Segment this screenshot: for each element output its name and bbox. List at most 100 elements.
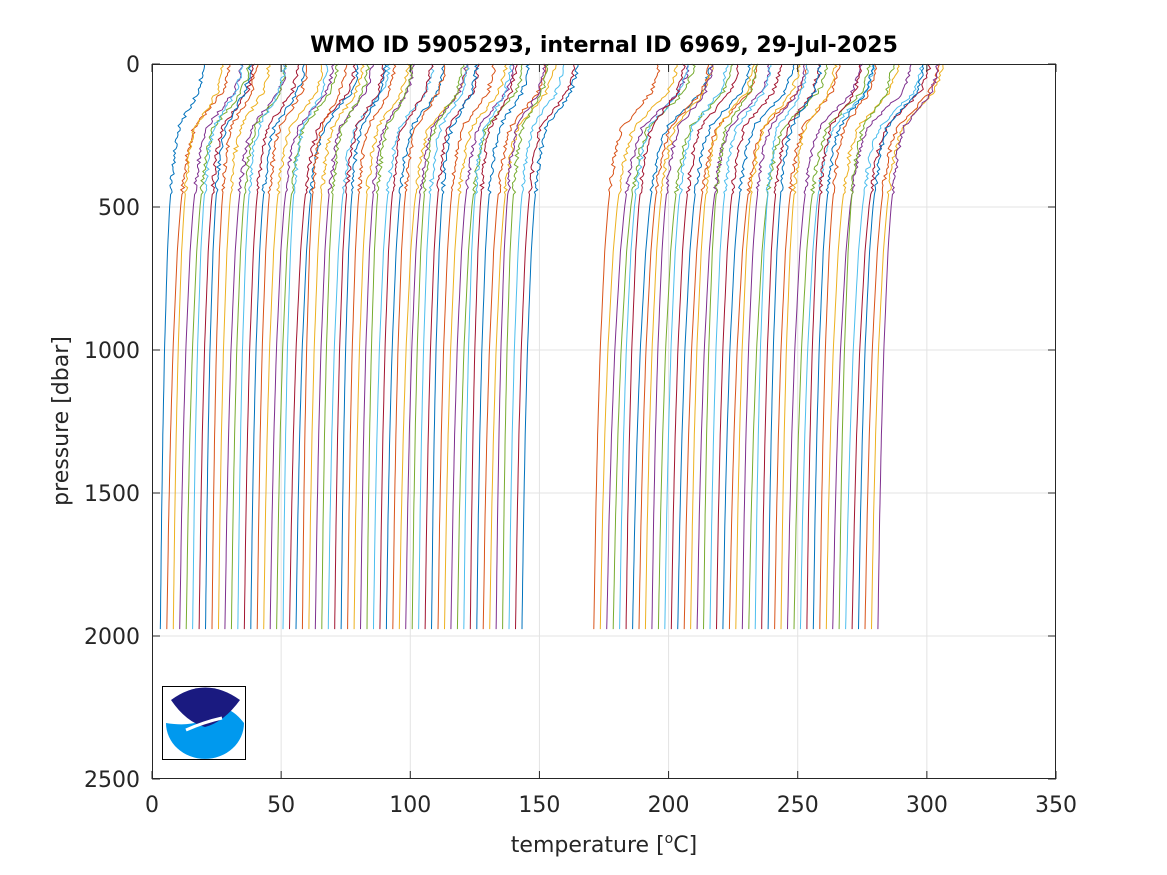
profile-line-2-13 [670,63,739,630]
profile-line-1-44 [437,63,496,630]
profile-line-2-29 [774,63,841,630]
profile-line-1-18 [269,63,336,630]
x-tick-label: 300 [906,793,948,818]
profile-line-2-20 [716,63,783,630]
profile-line-2-11 [657,63,734,630]
profile-line-1-35 [379,63,434,630]
profile-line-1-54 [502,63,550,630]
profile-line-2-37 [825,63,900,630]
profile-line-1-19 [276,63,339,630]
profile-line-2-15 [683,63,759,630]
profile-line-1-30 [347,63,397,630]
noaa-wave-icon [166,708,244,759]
profile-line-2-35 [812,63,875,630]
profile-line-2-30 [780,63,838,630]
profile-line-1-49 [469,63,518,630]
profile-line-2-17 [696,63,771,630]
profile-line-2-23 [735,63,801,630]
profile-line-1-13 [237,63,287,630]
profile-line-1-50 [476,63,531,630]
profile-line-1-36 [385,63,446,630]
profile-line-1-23 [301,63,348,630]
profile-line-2-12 [664,63,729,630]
profile-line-1-28 [334,63,385,630]
profile-line-1-5 [185,63,251,630]
profile-line-1-55 [508,63,565,630]
profile-line-1-33 [366,63,414,630]
profile-line-1-41 [418,63,470,630]
grid-lines [152,64,1056,779]
profile-line-1-32 [360,63,416,630]
profile-line-1-52 [489,63,557,630]
profile-line-2-16 [690,63,756,630]
profile-line-1-27 [327,63,391,630]
profile-line-2-39 [838,63,895,630]
profile-line-1-38 [398,63,470,630]
x-tick-label: 0 [145,793,159,818]
profile-line-1-1 [159,63,206,630]
profile-lines [159,63,944,630]
profile-line-2-22 [728,63,808,630]
profile-line-1-24 [308,63,365,630]
y-tick-label: 1500 [84,482,140,507]
profile-line-2-42 [858,63,925,630]
profile-line-2-38 [832,63,912,630]
profile-line-2-3 [606,63,690,630]
profile-line-1-6 [192,63,244,630]
profile-line-2-14 [677,63,753,630]
noaa-bird-icon [171,687,240,727]
profile-line-2-24 [741,63,806,630]
profile-line-1-43 [431,63,480,630]
y-axis-label: pressure [dbar] [49,336,74,506]
y-tick-label: 500 [98,196,140,221]
profile-line-1-10 [218,63,271,630]
x-tick-label: 50 [267,793,295,818]
x-tick-label: 350 [1035,793,1077,818]
profile-line-2-9 [644,63,714,630]
profile-line-1-15 [250,63,306,630]
profile-line-1-53 [495,63,547,630]
profile-line-1-40 [411,63,465,630]
profile-line-1-31 [353,63,411,630]
profile-line-1-26 [321,63,371,630]
profile-line-2-40 [845,63,925,630]
y-tick-label: 0 [126,53,140,78]
profile-line-1-21 [289,63,357,630]
x-tick-label: 100 [389,793,431,818]
profile-line-1-45 [444,63,508,630]
x-tick-label: 200 [648,793,690,818]
profile-line-1-8 [205,63,253,630]
profile-line-1-3 [172,63,224,630]
x-axis: 0 50 100 150 200 250 300 350 [145,64,1077,818]
plot-area [152,64,1056,779]
x-tick-label: 150 [518,793,560,818]
profile-line-2-45 [877,63,940,630]
profile-line-2-10 [651,64,714,630]
profile-line-1-14 [243,63,300,630]
profile-line-2-25 [748,63,829,630]
profile-line-1-16 [256,63,308,630]
profile-line-1-22 [295,63,359,630]
profile-line-1-2 [166,63,231,630]
profile-line-1-37 [392,63,446,630]
profile-line-1-39 [405,63,469,630]
x-tick-label: 250 [777,793,819,818]
profile-line-2-36 [819,63,878,630]
y-tick-label: 1000 [84,339,140,364]
plot-frame [152,64,1056,779]
profile-line-2-41 [851,63,932,630]
profile-line-1-17 [263,63,324,630]
profile-line-1-7 [198,63,256,630]
profile-line-2-2 [599,63,678,630]
profile-line-2-7 [632,63,714,630]
profile-line-2-28 [767,63,823,630]
profile-line-1-48 [463,63,514,630]
profile-line-2-26 [754,63,809,630]
profile-line-1-56 [515,63,576,630]
profile-line-2-34 [806,63,862,630]
profile-line-2-4 [612,63,696,630]
profile-line-1-4 [179,63,244,630]
profile-line-1-11 [224,63,287,630]
profile-line-2-5 [619,63,689,630]
